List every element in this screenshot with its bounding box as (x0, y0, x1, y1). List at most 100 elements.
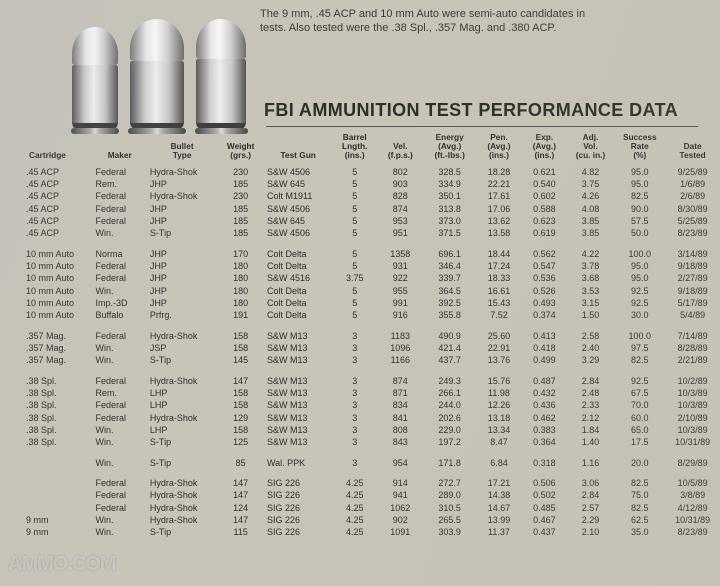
table-cell: 22.91 (476, 342, 522, 354)
table-cell: 3 (332, 399, 377, 411)
table-cell: 265.5 (424, 514, 476, 526)
table-cell: 5 (332, 297, 377, 309)
table-cell: 9/18/89 (665, 260, 720, 272)
table-cell: Hydra-Shok (147, 322, 217, 342)
table-cell: 3.75 (567, 178, 615, 190)
table-cell: 158 (217, 342, 264, 354)
table-row: 10 mm AutoImp.-3DJHP180Colt Delta5991392… (26, 297, 720, 309)
table-cell: 3.78 (567, 260, 615, 272)
table-row: .38 Spl.FederalHydra-Shok147S&W M1338742… (26, 367, 720, 387)
table-cell: 802 (377, 165, 423, 177)
table-cell: 8/23/89 (665, 526, 720, 538)
table-cell: 0.364 (522, 436, 567, 448)
table-cell: 490.9 (424, 322, 476, 342)
table-cell: SIG 226 (264, 501, 332, 513)
table-cell: 2.84 (567, 367, 615, 387)
table-cell (26, 489, 93, 501)
table-cell: 0.437 (522, 526, 567, 538)
table-cell: 2.48 (567, 387, 615, 399)
table-cell: Rem. (93, 178, 147, 190)
table-cell: 843 (377, 436, 423, 448)
table-cell: 0.383 (522, 424, 567, 436)
table-cell: 3 (332, 367, 377, 387)
table-cell: 171.8 (424, 449, 476, 469)
table-cell: 871 (377, 387, 423, 399)
caption-text: The 9 mm, .45 ACP and 10 mm Auto were se… (260, 8, 590, 36)
table-cell: 5/17/89 (665, 297, 720, 309)
table-cell: 4.22 (567, 240, 615, 260)
table-cell: 197.2 (424, 436, 476, 448)
table-cell: 310.5 (424, 501, 476, 513)
table-cell: S&W M13 (264, 412, 332, 424)
table-cell: 3 (332, 436, 377, 448)
table-cell: Federal (93, 215, 147, 227)
col-header: Exp.(Avg.)(ins.) (522, 132, 567, 165)
table-cell: 7/14/89 (665, 322, 720, 342)
table-cell: Rem. (93, 387, 147, 399)
table-cell: 10 mm Auto (26, 240, 93, 260)
table-cell: 10 mm Auto (26, 272, 93, 284)
table-cell: 230 (217, 190, 264, 202)
col-header: Adj.Vol.(cu. in.) (567, 132, 615, 165)
table-cell: 85 (217, 449, 264, 469)
table-cell: .38 Spl. (26, 424, 93, 436)
table-cell: 2.84 (567, 489, 615, 501)
table-cell: 0.547 (522, 260, 567, 272)
table-cell: S&W 4506 (264, 165, 332, 177)
table-cell: 14.67 (476, 501, 522, 513)
table-cell: 916 (377, 309, 423, 321)
table-cell: 922 (377, 272, 423, 284)
table-cell: 18.28 (476, 165, 522, 177)
table-cell: 10 mm Auto (26, 285, 93, 297)
table-cell: 421.4 (424, 342, 476, 354)
table-cell: Win. (93, 342, 147, 354)
table-cell: 16.61 (476, 285, 522, 297)
table-cell: 696.1 (424, 240, 476, 260)
table-cell: 82.5 (614, 190, 665, 202)
table-cell: 35.0 (614, 526, 665, 538)
table-cell: Wal. PPK (264, 449, 332, 469)
table-cell: 13.34 (476, 424, 522, 436)
table-cell: 95.0 (614, 260, 665, 272)
table-cell: 3.53 (567, 285, 615, 297)
table-cell: .357 Mag. (26, 322, 93, 342)
table-cell: LHP (147, 387, 217, 399)
table-cell: 10/2/89 (665, 367, 720, 387)
table-cell: 0.588 (522, 202, 567, 214)
table-cell: 60.0 (614, 412, 665, 424)
table-row: 10 mm AutoBuffaloPrfrg.191Colt Delta5916… (26, 309, 720, 321)
table-cell: 9/18/89 (665, 285, 720, 297)
table-cell: 8/30/89 (665, 202, 720, 214)
table-cell: 10/31/89 (665, 436, 720, 448)
table-row: .357 Mag.FederalHydra-Shok158S&W M133118… (26, 322, 720, 342)
table-cell: S&W M13 (264, 436, 332, 448)
table-cell: 3 (332, 424, 377, 436)
table-cell: .357 Mag. (26, 354, 93, 366)
table-cell: 0.536 (522, 272, 567, 284)
table-cell: 4.25 (332, 469, 377, 489)
table-cell: Federal (93, 190, 147, 202)
table-cell: 1358 (377, 240, 423, 260)
table-row: .38 Spl.Win.S-Tip125S&W M133843197.28.47… (26, 436, 720, 448)
table-cell: 3 (332, 342, 377, 354)
table-cell: 17.61 (476, 190, 522, 202)
table-cell: 13.62 (476, 215, 522, 227)
table-cell: 2/10/89 (665, 412, 720, 424)
table-cell: 0.493 (522, 297, 567, 309)
table-cell: 145 (217, 354, 264, 366)
table-cell: SIG 226 (264, 469, 332, 489)
table-cell: Win. (93, 514, 147, 526)
table-cell: JHP (147, 178, 217, 190)
table-cell: 953 (377, 215, 423, 227)
table-cell: Win. (93, 424, 147, 436)
table-cell: Hydra-Shok (147, 190, 217, 202)
table-cell: 2.12 (567, 412, 615, 424)
table-row: .45 ACPFederalHydra-Shok230Colt M1911582… (26, 190, 720, 202)
table-cell: 185 (217, 227, 264, 239)
table-row: .38 Spl.FederalLHP158S&W M133834244.012.… (26, 399, 720, 411)
table-cell: 17.06 (476, 202, 522, 214)
table-cell: 10 mm Auto (26, 309, 93, 321)
table-cell: 65.0 (614, 424, 665, 436)
table-cell (26, 469, 93, 489)
table-cell: .38 Spl. (26, 412, 93, 424)
